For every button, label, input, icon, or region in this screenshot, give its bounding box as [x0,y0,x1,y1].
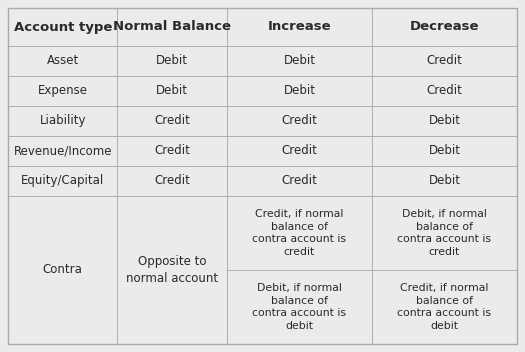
Bar [227,106,372,136]
Text: Increase: Increase [268,20,331,33]
Text: Debit: Debit [156,55,188,68]
Bar [372,166,517,196]
Bar [372,76,517,106]
Text: Opposite to
normal account: Opposite to normal account [126,255,218,285]
Bar [372,8,517,46]
Bar [8,76,118,106]
Text: Credit: Credit [154,114,190,127]
Bar [118,76,227,106]
Bar [8,136,118,166]
Text: Contra: Contra [43,264,82,277]
Text: Debit, if normal
balance of
contra account is
debit: Debit, if normal balance of contra accou… [253,283,346,331]
Bar [372,196,517,344]
Bar [227,166,372,196]
Bar [227,76,372,106]
Text: Credit: Credit [154,145,190,157]
Text: Credit: Credit [281,175,317,188]
Text: Normal Balance: Normal Balance [113,20,231,33]
Text: Equity/Capital: Equity/Capital [21,175,104,188]
Bar [8,166,118,196]
Bar [372,106,517,136]
Text: Debit: Debit [428,175,460,188]
Text: Debit, if normal
balance of
contra account is
credit: Debit, if normal balance of contra accou… [397,209,491,257]
Text: Asset: Asset [47,55,79,68]
Bar [8,46,118,76]
Text: Account type: Account type [14,20,112,33]
Text: Credit, if normal
balance of
contra account is
debit: Credit, if normal balance of contra acco… [397,283,491,331]
Text: Credit: Credit [426,84,463,98]
Text: Expense: Expense [38,84,88,98]
Bar [372,136,517,166]
Text: Credit: Credit [426,55,463,68]
Bar [372,46,517,76]
Bar [118,106,227,136]
Bar [227,196,372,344]
Text: Credit, if normal
balance of
contra account is
credit: Credit, if normal balance of contra acco… [253,209,346,257]
Text: Debit: Debit [428,145,460,157]
Bar [8,196,118,344]
Text: Debit: Debit [284,55,316,68]
Bar [118,46,227,76]
Bar [227,136,372,166]
Bar [118,166,227,196]
Text: Revenue/Income: Revenue/Income [14,145,112,157]
Text: Decrease: Decrease [410,20,479,33]
Bar [118,8,227,46]
Text: Credit: Credit [281,114,317,127]
Text: Debit: Debit [156,84,188,98]
Text: Credit: Credit [154,175,190,188]
Bar [118,196,227,344]
Bar [227,46,372,76]
Bar [8,8,118,46]
Bar [8,106,118,136]
Bar [118,136,227,166]
Text: Debit: Debit [284,84,316,98]
Text: Debit: Debit [428,114,460,127]
Text: Liability: Liability [39,114,86,127]
Bar [227,8,372,46]
Text: Credit: Credit [281,145,317,157]
